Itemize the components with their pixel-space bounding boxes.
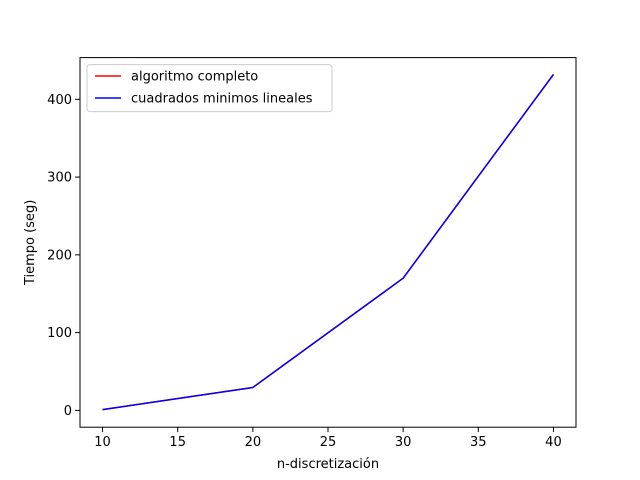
y-axis: 0 100 200 300 400: [47, 93, 80, 419]
x-tick-label: 35: [470, 435, 487, 450]
legend-label-cuadrados-minimos-lineales: cuadrados minimos lineales: [131, 92, 313, 107]
x-tick-label: 25: [320, 435, 337, 450]
legend: algoritmo completo cuadrados minimos lin…: [86, 64, 333, 113]
x-axis-label: n-discretización: [277, 457, 379, 472]
legend-label-algoritmo-completo: algoritmo completo: [131, 70, 258, 85]
y-tick-label: 200: [47, 248, 72, 263]
x-tick-label: 20: [245, 435, 262, 450]
x-tick-label: 10: [94, 435, 111, 450]
x-tick-label: 40: [545, 435, 562, 450]
y-tick-label: 400: [47, 93, 72, 108]
y-axis-label: Tiempo (seg): [23, 200, 38, 286]
legend-box: [86, 64, 333, 113]
series-line-1: [102, 73, 555, 411]
x-tick-label: 15: [169, 435, 186, 450]
x-tick-label: 30: [395, 435, 412, 450]
y-tick-label: 100: [47, 326, 72, 341]
y-tick-label: 0: [64, 404, 72, 419]
plot-lines: [102, 73, 555, 411]
y-tick-label: 300: [47, 171, 72, 186]
x-axis: 10 15 20 25 30 35 40: [94, 427, 562, 450]
